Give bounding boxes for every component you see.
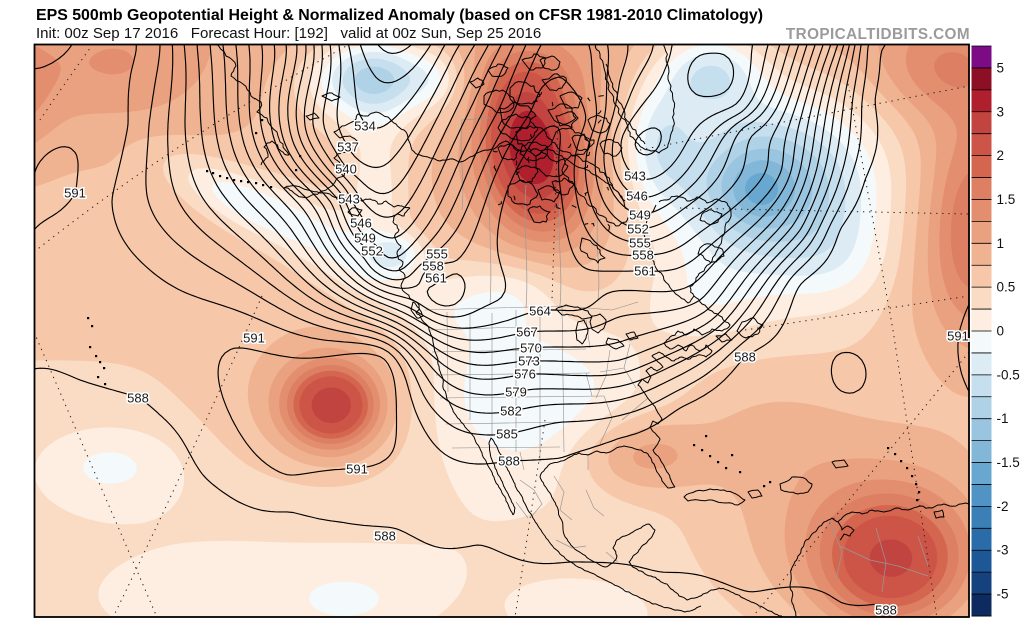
svg-text:573: 573 (518, 354, 540, 369)
svg-text:588: 588 (875, 603, 897, 618)
svg-text:1: 1 (997, 236, 1005, 251)
svg-text:546: 546 (350, 216, 372, 231)
svg-text:579: 579 (505, 385, 527, 400)
svg-text:1.5: 1.5 (997, 192, 1016, 207)
svg-text:540: 540 (335, 162, 357, 177)
svg-text:552: 552 (361, 244, 383, 259)
svg-text:534: 534 (354, 119, 376, 134)
svg-text:564: 564 (529, 304, 551, 319)
svg-text:558: 558 (632, 248, 654, 263)
svg-text:588: 588 (498, 454, 520, 469)
svg-text:549: 549 (354, 231, 376, 246)
svg-text:552: 552 (627, 222, 649, 237)
svg-text:585: 585 (496, 427, 518, 442)
svg-text:591: 591 (243, 331, 265, 346)
svg-text:591: 591 (947, 329, 969, 344)
svg-text:558: 558 (422, 259, 444, 274)
svg-text:-5: -5 (997, 587, 1009, 602)
svg-text:-2: -2 (997, 499, 1009, 514)
svg-text:537: 537 (337, 140, 359, 155)
svg-text:-1: -1 (997, 411, 1009, 426)
svg-text:EPS 500mb Geopotential Height: EPS 500mb Geopotential Height & Normaliz… (36, 7, 763, 24)
svg-text:582: 582 (500, 404, 522, 419)
svg-text:5: 5 (997, 60, 1005, 75)
svg-text:0.5: 0.5 (997, 280, 1016, 295)
svg-text:-1.5: -1.5 (997, 455, 1020, 470)
svg-text:588: 588 (127, 391, 149, 406)
svg-text:-0.5: -0.5 (997, 367, 1020, 382)
svg-text:591: 591 (346, 462, 368, 477)
svg-text:567: 567 (516, 325, 538, 340)
svg-text:2: 2 (997, 148, 1005, 163)
svg-text:555: 555 (629, 236, 651, 251)
svg-text:-3: -3 (997, 543, 1009, 558)
svg-text:0: 0 (997, 324, 1005, 339)
svg-text:543: 543 (624, 169, 646, 184)
svg-text:555: 555 (426, 247, 448, 262)
svg-text:588: 588 (734, 350, 756, 365)
svg-text:570: 570 (520, 341, 542, 356)
svg-text:588: 588 (374, 529, 396, 544)
svg-text:TROPICALTIDBITS.COM: TROPICALTIDBITS.COM (786, 26, 970, 43)
svg-text:543: 543 (338, 192, 360, 207)
svg-text:591: 591 (64, 186, 86, 201)
svg-text:561: 561 (634, 264, 656, 279)
svg-text:3: 3 (997, 104, 1005, 119)
svg-text:546: 546 (626, 189, 648, 204)
svg-text:549: 549 (629, 208, 651, 223)
svg-text:Init: 00z Sep 17 2016 Foreca: Init: 00z Sep 17 2016 Forecast Hour: [19… (36, 25, 541, 42)
svg-text:576: 576 (514, 367, 536, 382)
svg-text:561: 561 (425, 271, 447, 286)
